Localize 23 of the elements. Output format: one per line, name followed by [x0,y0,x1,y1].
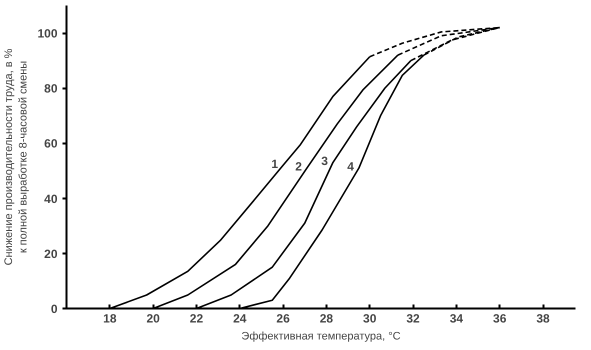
x-tick-label: 34 [450,312,464,326]
x-tick-label: 22 [190,312,204,326]
y-tick-label: 20 [44,246,58,261]
x-tick-label: 36 [493,312,507,326]
x-tick-label: 32 [406,312,420,326]
y-tick-label: 100 [37,26,58,41]
x-tick-label: 26 [276,312,290,326]
x-tick-label: 30 [363,312,377,326]
y-tick-label: 60 [44,136,58,151]
x-tick-label: 20 [146,312,160,326]
y-tick-label: 80 [44,82,58,96]
series-label: 4 [347,160,354,174]
x-tick-label: 38 [536,312,550,326]
y-tick-label: 0 [50,302,58,316]
series-label: 2 [295,160,302,174]
y-axis-title: Снижение производительности труда, в % к полной выработке 8-часовой смены [3,48,30,266]
y-tick-label: 40 [44,192,58,206]
x-tick-label: 18 [103,312,117,326]
x-axis-title: Эффективная температура, °C [241,330,401,342]
x-tick-label: 28 [320,312,334,326]
series-label: 3 [321,154,328,168]
x-tick-label: 24 [233,312,247,326]
series-label: 1 [271,156,278,171]
